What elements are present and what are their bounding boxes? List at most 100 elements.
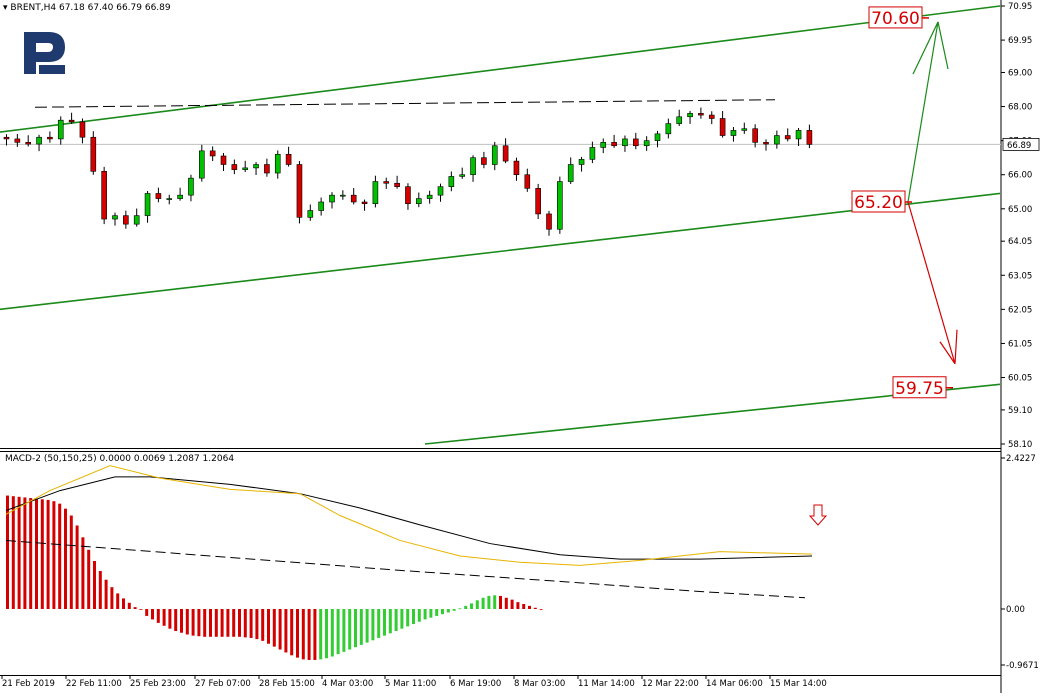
- candle-bull: [622, 138, 628, 147]
- macd-bar-rising: [406, 609, 410, 627]
- price-tick-label: 69.00: [1008, 68, 1032, 78]
- macd-bar-falling: [6, 495, 9, 609]
- price-tick-label: 64.05: [1008, 237, 1032, 247]
- candle-bull: [372, 181, 379, 204]
- macd-bar-rising: [371, 609, 375, 641]
- macd-bar-falling: [110, 587, 114, 609]
- candle-bear: [383, 181, 390, 184]
- candle-bear: [361, 201, 368, 204]
- candle-bear: [763, 142, 769, 145]
- candle-bull: [166, 198, 173, 200]
- candle-bear: [481, 157, 487, 165]
- price-tick-label: 62.05: [1008, 305, 1032, 315]
- macd-bar-falling: [81, 537, 85, 609]
- candle-bull: [795, 130, 802, 140]
- macd-bar-rising: [429, 609, 433, 618]
- macd-bar-falling: [290, 609, 294, 656]
- candle-bull: [774, 135, 780, 145]
- forecast-up-arrow: [907, 21, 939, 203]
- macd-bar-rising: [441, 609, 444, 615]
- time-tick-label: 27 Feb 07:00: [195, 679, 251, 689]
- candle-bear: [405, 186, 411, 204]
- candle-bull: [329, 194, 335, 203]
- macd-bar-falling: [11, 496, 15, 609]
- candle-bear: [546, 213, 552, 230]
- macd-bar-rising: [377, 609, 381, 638]
- macd-bar-falling: [272, 609, 276, 647]
- candle-bull: [730, 130, 737, 136]
- macd-tick-label: 2.4227: [1006, 454, 1036, 464]
- candle-bear: [79, 121, 86, 138]
- macd-bar-falling: [156, 609, 160, 623]
- macd-bar-rising: [400, 609, 404, 629]
- candle-bull: [177, 194, 183, 199]
- candle-bear: [535, 188, 541, 215]
- macd-bar-falling: [17, 496, 21, 609]
- candle-bull: [57, 119, 64, 140]
- candle-bull: [687, 113, 693, 118]
- candle-bull: [557, 181, 563, 230]
- candle-bear: [698, 113, 704, 116]
- candle-bull: [242, 167, 248, 170]
- candle-bear: [25, 142, 32, 145]
- macd-bar-falling: [104, 579, 108, 609]
- macd-bar-falling: [162, 609, 166, 626]
- macd-bar-rising: [475, 600, 479, 609]
- candle-bear: [524, 174, 531, 189]
- macd-bar-falling: [209, 609, 212, 637]
- macd-bar-rising: [325, 609, 328, 659]
- candle-bull: [578, 159, 585, 165]
- channel-upper-line: [0, 5, 1001, 133]
- macd-bar-rising: [435, 609, 439, 616]
- candle-bear: [394, 182, 400, 187]
- macd-bar-falling: [214, 609, 218, 637]
- time-tick-label: 21 Feb 2019: [2, 679, 55, 689]
- candle-bear: [513, 160, 520, 176]
- candle-bear: [296, 164, 303, 218]
- candle-bull: [437, 186, 444, 196]
- macd-bar-falling: [197, 609, 201, 637]
- candle-bear: [155, 193, 162, 199]
- candle-bull: [36, 136, 42, 145]
- macd-bar-falling: [243, 609, 247, 638]
- symbol-header: ▾ BRENT,H4 67.18 67.40 66.79 66.89: [3, 3, 171, 13]
- macd-bar-falling: [98, 570, 102, 609]
- macd-bar-falling: [284, 609, 288, 653]
- macd-bar-falling: [133, 607, 137, 609]
- candle-bear: [123, 215, 129, 225]
- macd-bar-falling: [504, 597, 508, 609]
- macd-bar-rising: [365, 609, 369, 643]
- macd-bar-falling: [180, 609, 183, 633]
- macd-params-text: MACD-2 (50,150,25) 0.0000 0.0069 1.2087 …: [5, 454, 235, 464]
- candle-bull: [459, 174, 466, 177]
- candle-bear: [611, 142, 617, 147]
- forecast-down-arrowhead-right: [954, 329, 958, 364]
- channel-middle-line: [0, 192, 1001, 311]
- macd-bar-falling: [23, 497, 27, 609]
- macd-bar-falling: [174, 609, 178, 632]
- candle-bull: [589, 147, 596, 160]
- macd-bar-falling: [93, 561, 96, 609]
- macd-bar-falling: [220, 609, 224, 637]
- candle-bull: [133, 215, 140, 225]
- candle-bear: [806, 130, 813, 145]
- macd-down-arrow-icon: [808, 504, 828, 526]
- candle-bull: [600, 142, 607, 148]
- macd-bar-falling: [226, 609, 230, 637]
- time-tick-label: 15 Mar 14:00: [770, 679, 827, 689]
- dropdown-arrow-icon[interactable]: ▾: [3, 3, 8, 13]
- price-tick-label: 59.10: [1008, 406, 1032, 416]
- macd-bar-falling: [122, 598, 125, 609]
- candle-bear: [220, 155, 227, 165]
- level-label-59-75: 59.75: [895, 379, 944, 399]
- macd-bar-rising: [336, 609, 340, 655]
- macd-main-line: [5, 476, 813, 560]
- macd-bar-rising: [481, 597, 485, 609]
- macd-bar-falling: [533, 607, 537, 609]
- price-tick-label: 66.00: [1008, 171, 1032, 181]
- macd-bar-rising: [330, 609, 334, 657]
- candle-bull: [448, 176, 455, 187]
- candle-bear: [47, 136, 53, 140]
- candle-bull: [426, 194, 433, 199]
